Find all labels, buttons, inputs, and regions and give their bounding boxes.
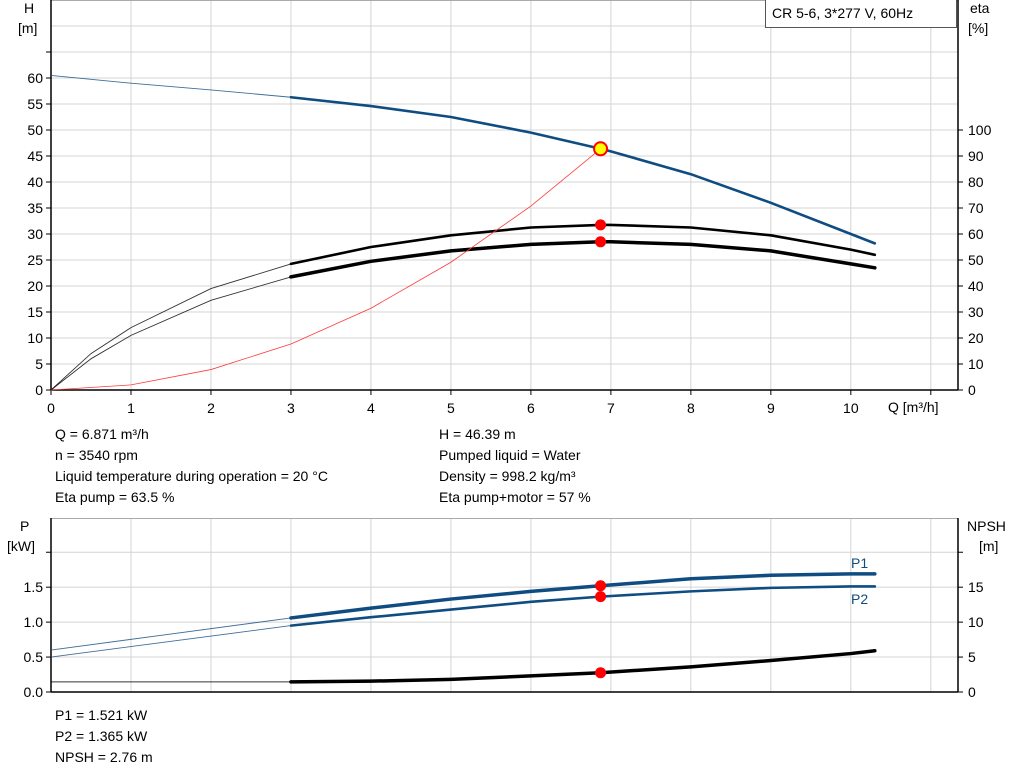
npsh-axis-label: NPSH [967,518,1006,534]
p1-curve-extrapolated [50,617,292,651]
y-left-tick-label: 1.0 [24,614,44,630]
info-density: Density = 998.2 kg/m³ [439,468,576,484]
info-temperature: Liquid temperature during operation = 20… [55,468,328,484]
info-flow: Q = 6.871 m³/h [55,426,149,442]
info-npsh: NPSH = 2.76 m [55,749,153,765]
series-0-3-curve [50,148,601,391]
y-left-tick-label: 5 [35,356,43,372]
p1-series-label: P1 [851,555,869,571]
p-axis-unit: [kW] [7,538,35,554]
x-tick-label: 6 [527,400,535,416]
npsh-axis-unit: [m] [979,538,999,554]
chart-title-box: CR 5-6, 3*277 V, 60Hz [765,0,957,28]
p2-series-label: P2 [851,591,869,607]
series-1-2-curve [289,649,877,684]
y-left-tick-label: 45 [27,148,43,164]
y-left-tick-label: 0 [35,382,43,398]
x-tick-label: 1 [127,400,135,416]
series-0-0-curve [289,95,877,245]
y-right-tick-label: 100 [968,122,992,138]
y-right-tick-label: 0 [968,382,976,398]
y-right-tick-label: 15 [968,579,984,595]
duty-point-marker [595,667,607,679]
x-tick-label: 4 [367,400,375,416]
duty-point-marker [595,236,607,248]
y-right-tick-label: 70 [968,200,984,216]
y-right-tick-label: 90 [968,148,984,164]
y-left-tick-label: 60 [27,70,43,86]
info-left: Q = 6.871 m³/h n = 3540 rpm Liquid tempe… [55,424,328,508]
x-tick-label: 3 [287,400,295,416]
y-right-tick-label: 10 [968,614,984,630]
eta-axis-unit: [%] [968,20,989,36]
info-p2: P2 = 1.365 kW [55,728,148,744]
y-left-tick-label: 0.5 [24,649,44,665]
x-tick-label: 0 [47,400,55,416]
y-right-tick-label: 20 [968,330,984,346]
x-tick-label: 8 [687,400,695,416]
y-left-tick-label: 1.5 [24,579,44,595]
y-left-tick-label: 25 [27,252,43,268]
chart-title: CR 5-6, 3*277 V, 60Hz [772,5,914,21]
y-right-tick-label: 80 [968,174,984,190]
y-left-tick-label: 30 [27,226,43,242]
y-left-tick-label: 40 [27,174,43,190]
info-right: H = 46.39 m Pumped liquid = Water Densit… [439,424,591,508]
series-0-1-curve-extrapolated [50,263,292,391]
x-tick-label: 10 [843,400,859,416]
series-0-1-curve [289,223,877,266]
y-left-tick-label: 15 [27,304,43,320]
y-right-tick-label: 0 [968,684,976,700]
info-bottom: P1 = 1.521 kW P2 = 1.365 kW NPSH = 2.76 … [55,705,153,768]
y-left-tick-label: 10 [27,330,43,346]
x-tick-label: 2 [207,400,215,416]
y-left-tick-label: 20 [27,278,43,294]
series-0-2-curve-extrapolated [50,276,292,391]
x-tick-label: 7 [607,400,615,416]
p-axis-label: P [20,518,30,534]
h-axis-label: H [24,0,35,16]
duty-point-marker [595,580,607,592]
eta-axis-label: eta [970,0,990,16]
info-eta-pump-motor: Eta pump+motor = 57 % [439,489,591,505]
y-right-tick-label: 5 [968,649,976,665]
p1-curve [289,572,877,620]
h-axis-unit: [m] [18,20,38,36]
info-p1: P1 = 1.521 kW [55,707,148,723]
series-0-0-curve-extrapolated [50,74,291,98]
info-eta-pump: Eta pump = 63.5 % [55,489,175,505]
y-right-tick-label: 50 [968,252,984,268]
y-left-tick-label: 35 [27,200,43,216]
duty-point-marker [593,141,609,157]
x-tick-label: 9 [767,400,775,416]
y-right-tick-label: 40 [968,278,984,294]
y-right-tick-label: 30 [968,304,984,320]
y-right-tick-label: 10 [968,356,984,372]
q-axis-label: Q [m³/h] [888,399,939,415]
duty-point-marker [595,219,607,231]
info-liquid: Pumped liquid = Water [439,447,581,463]
info-speed: n = 3540 rpm [55,447,138,463]
duty-point-marker [595,591,607,603]
y-right-tick-label: 60 [968,226,984,242]
y-left-tick-label: 0.0 [24,684,44,700]
info-head: H = 46.39 m [439,426,516,442]
y-left-tick-label: 50 [27,122,43,138]
y-left-tick-label: 55 [27,96,43,112]
p2-curve-extrapolated [50,625,292,658]
x-tick-label: 5 [447,400,455,416]
